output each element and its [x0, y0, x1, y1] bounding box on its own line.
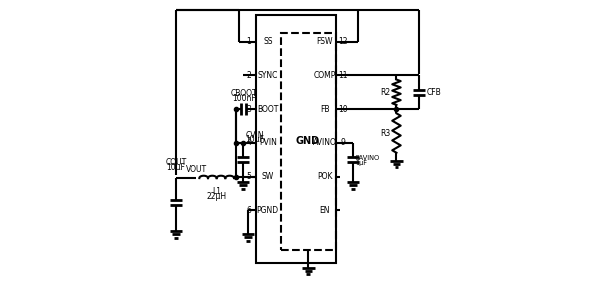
Text: CFB: CFB: [427, 88, 442, 97]
Text: EN: EN: [320, 206, 330, 215]
Text: 10µF: 10µF: [246, 135, 264, 144]
Text: 1µF: 1µF: [355, 160, 367, 166]
Text: 11: 11: [338, 71, 347, 80]
Text: 12: 12: [338, 37, 347, 46]
Text: FSW: FSW: [317, 37, 333, 46]
Text: 4: 4: [247, 138, 251, 147]
Text: AVINO: AVINO: [313, 138, 337, 147]
Text: BOOT: BOOT: [257, 105, 279, 113]
Text: 2: 2: [247, 71, 251, 80]
Text: CBOOT: CBOOT: [231, 89, 257, 98]
Text: 1: 1: [247, 37, 251, 46]
Text: SYNC: SYNC: [257, 71, 278, 80]
Text: COUT: COUT: [165, 158, 187, 167]
Text: CAVINO: CAVINO: [355, 155, 380, 161]
Text: SS: SS: [263, 37, 273, 46]
Text: 9: 9: [340, 138, 345, 147]
Text: VOUT: VOUT: [186, 165, 208, 174]
Text: PVIN: PVIN: [259, 138, 277, 147]
Text: 100nF: 100nF: [232, 94, 256, 103]
Text: POK: POK: [317, 172, 333, 181]
Text: R3: R3: [381, 128, 391, 138]
Text: R2: R2: [381, 88, 391, 97]
Text: L1: L1: [212, 187, 221, 196]
Text: CVIN: CVIN: [246, 130, 264, 140]
Text: SW: SW: [262, 172, 274, 181]
Text: 10: 10: [338, 105, 347, 113]
Text: COMP: COMP: [314, 71, 336, 80]
Text: 6: 6: [247, 206, 251, 215]
Text: 3: 3: [247, 105, 251, 113]
Bar: [281, 33, 336, 250]
Text: 10µF: 10µF: [167, 163, 186, 172]
Bar: [256, 15, 336, 263]
Text: GND: GND: [296, 136, 320, 147]
Text: 5: 5: [247, 172, 251, 181]
Text: FB: FB: [320, 105, 329, 113]
Text: 22µH: 22µH: [206, 192, 227, 201]
Text: PGND: PGND: [257, 206, 279, 215]
